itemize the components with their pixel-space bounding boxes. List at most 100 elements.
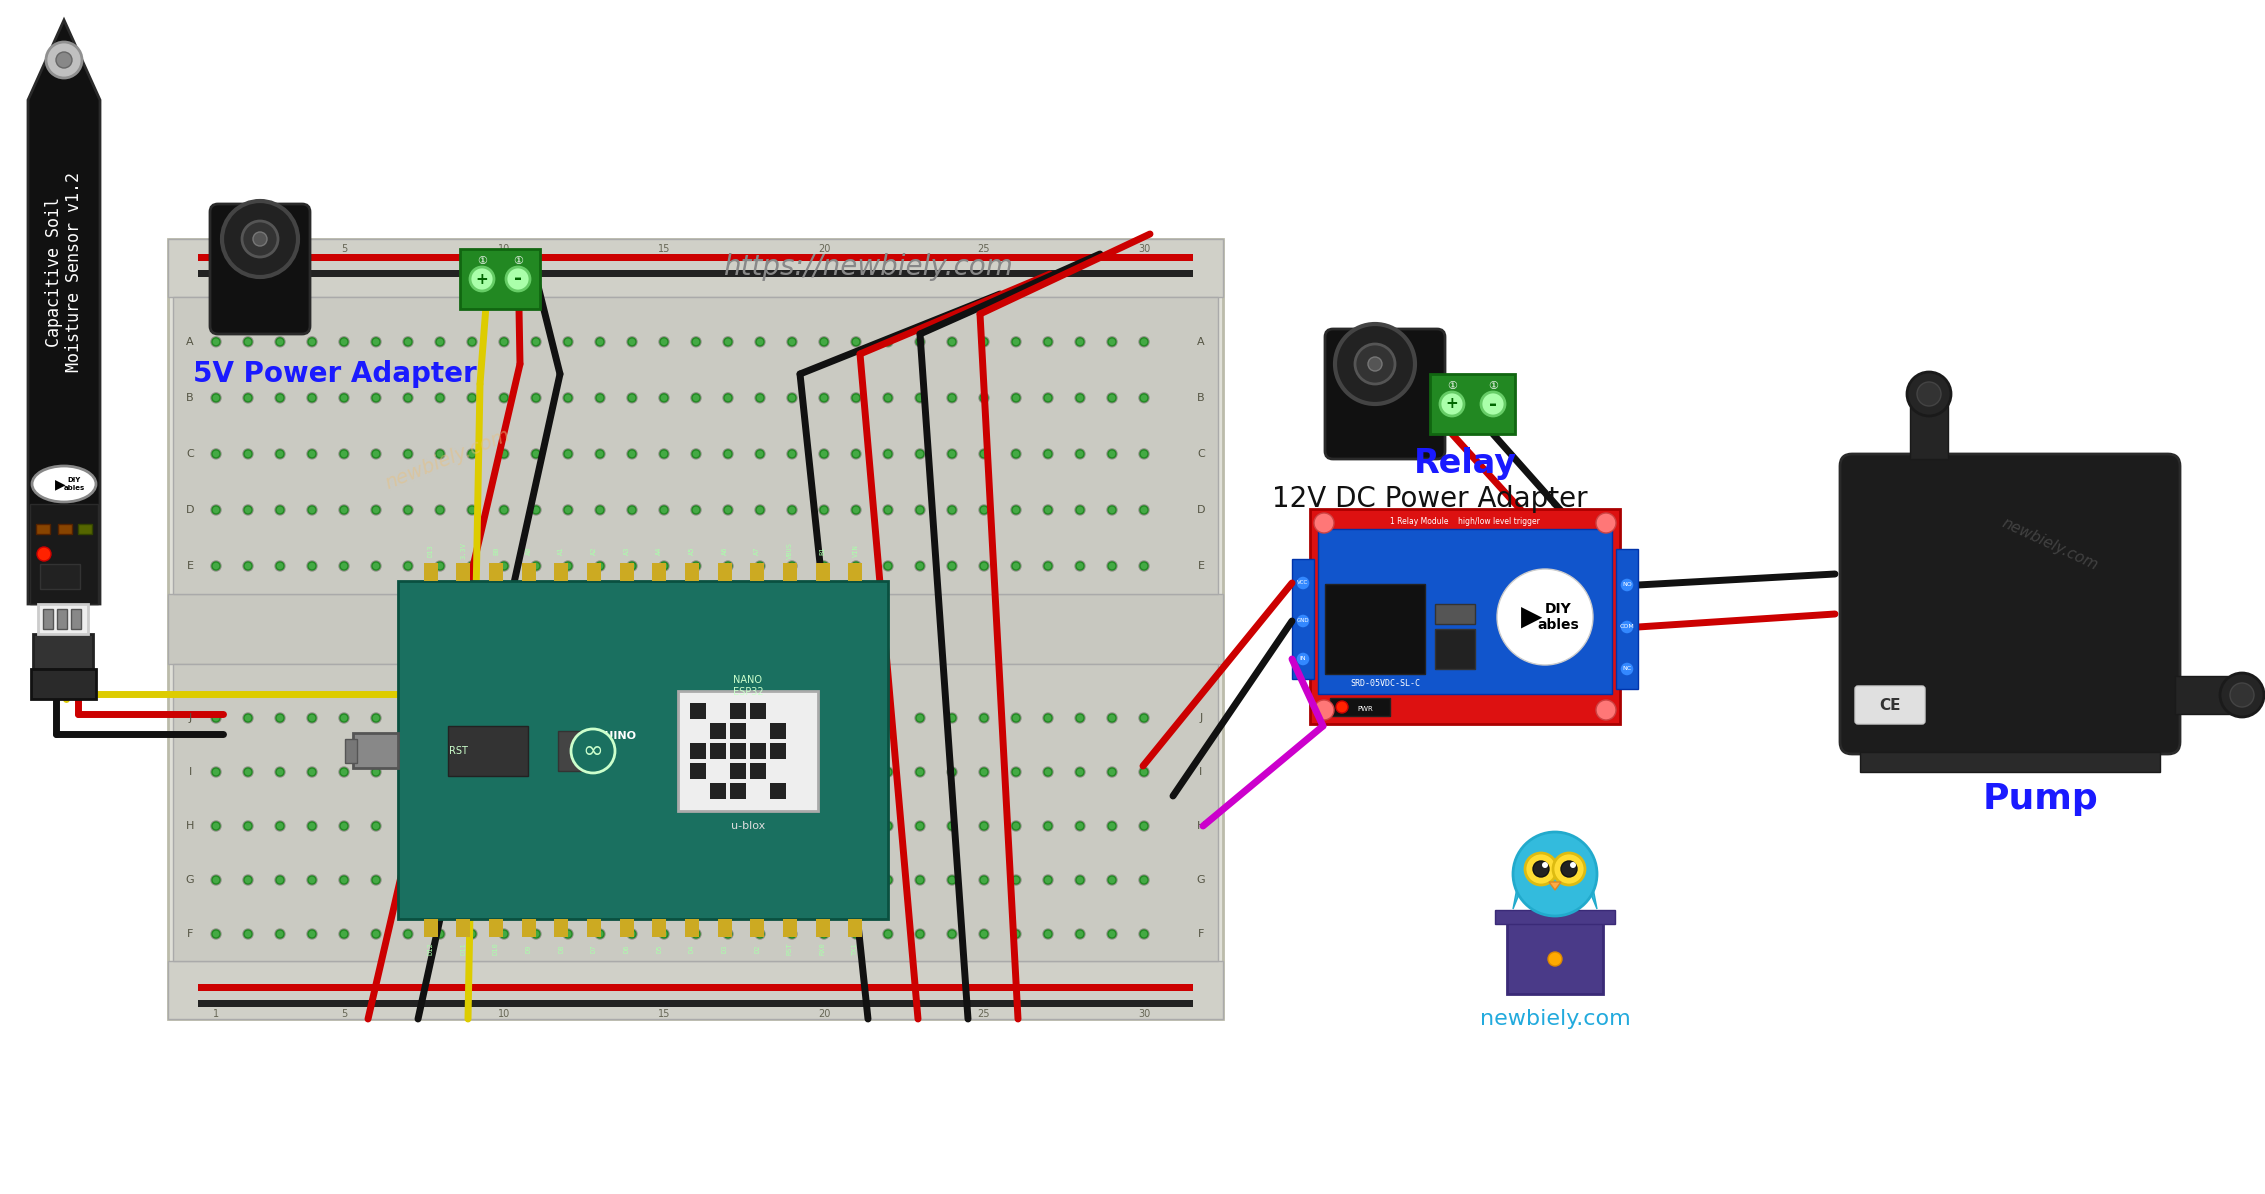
Circle shape [1441,392,1463,416]
Bar [555,564,569,581]
Circle shape [691,767,700,777]
Circle shape [308,449,317,458]
Circle shape [725,394,732,402]
Circle shape [564,394,573,402]
Circle shape [245,768,251,776]
Circle shape [1076,449,1085,458]
Bar [621,919,634,937]
Circle shape [1076,393,1085,402]
Circle shape [1076,876,1085,884]
Circle shape [627,562,636,570]
Text: A: A [186,337,195,346]
Bar [652,564,666,581]
Circle shape [786,393,797,402]
Circle shape [1044,714,1051,722]
Text: CE: CE [1880,697,1900,713]
Circle shape [469,338,476,346]
Circle shape [1108,821,1117,831]
Circle shape [978,821,990,831]
Circle shape [340,337,349,346]
Circle shape [1012,821,1019,830]
Text: -: - [1488,394,1497,413]
Circle shape [435,714,444,722]
Circle shape [820,768,829,776]
Text: E: E [186,561,193,571]
Circle shape [498,713,510,724]
Circle shape [276,768,283,776]
Circle shape [276,562,283,570]
Text: Relay: Relay [1413,448,1518,480]
Text: A: A [1198,337,1205,346]
Circle shape [852,821,861,830]
Circle shape [274,929,285,938]
Circle shape [501,714,507,722]
Circle shape [1012,506,1019,513]
Circle shape [1108,929,1117,938]
Circle shape [564,714,573,722]
Text: DIY
ables: DIY ables [63,478,84,491]
Bar [1860,752,2161,773]
Text: 5: 5 [340,244,347,254]
Bar [1909,389,1948,458]
Circle shape [274,449,285,458]
Circle shape [978,449,990,458]
Circle shape [245,714,251,722]
Bar [691,743,707,759]
Circle shape [276,821,283,830]
Circle shape [501,450,507,458]
Circle shape [564,562,573,570]
Circle shape [754,929,766,938]
Circle shape [371,506,381,513]
Text: 10: 10 [498,1009,510,1018]
Circle shape [883,450,892,458]
Circle shape [627,768,636,776]
Circle shape [1139,450,1148,458]
Circle shape [340,767,349,777]
Circle shape [1108,821,1117,830]
Circle shape [820,450,829,458]
Bar [684,919,700,937]
Circle shape [213,821,220,830]
Circle shape [949,450,956,458]
Circle shape [340,561,349,571]
Circle shape [308,714,317,722]
Circle shape [596,449,605,458]
Circle shape [596,767,605,777]
Bar [709,724,727,739]
Bar [29,504,97,604]
Circle shape [757,930,763,938]
Circle shape [1619,578,1633,592]
Text: 10: 10 [498,244,510,254]
Bar [77,524,93,534]
Circle shape [723,449,734,458]
Text: 12V DC Power Adapter: 12V DC Power Adapter [1273,485,1588,513]
Circle shape [274,713,285,724]
Circle shape [852,876,861,884]
Circle shape [1108,393,1117,402]
Circle shape [596,562,605,570]
Bar [172,297,1219,593]
Circle shape [274,337,285,346]
Circle shape [1012,876,1019,884]
Circle shape [691,561,700,571]
Circle shape [501,338,507,346]
Bar [770,783,786,799]
Circle shape [1916,382,1941,406]
Circle shape [274,821,285,831]
Text: TX1: TX1 [852,942,858,955]
Circle shape [308,393,317,402]
Circle shape [852,929,861,938]
Bar [691,703,707,719]
Circle shape [467,561,478,571]
Circle shape [852,337,861,346]
Circle shape [754,713,766,724]
Circle shape [564,876,573,884]
Circle shape [1139,506,1148,513]
Circle shape [1012,930,1019,938]
Circle shape [1108,561,1117,571]
Bar [168,239,1223,297]
Circle shape [659,338,668,346]
Bar [1436,604,1475,624]
Circle shape [1010,505,1022,515]
Circle shape [245,930,251,938]
